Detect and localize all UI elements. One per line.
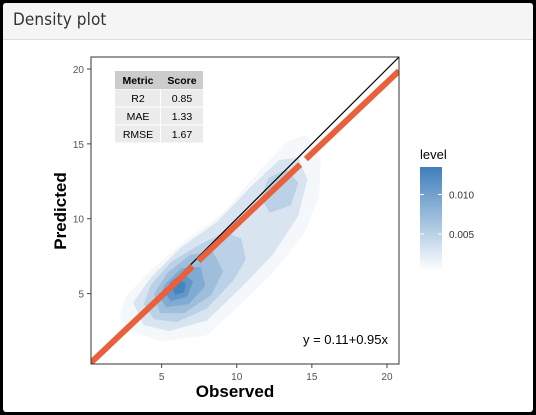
legend-colorbar <box>420 167 442 271</box>
panel-header: Density plot <box>3 3 533 40</box>
x-tick-label: 5 <box>159 372 165 383</box>
metrics-header-text: Score <box>167 75 196 87</box>
metrics-table: Metric Score R2 0.85 MAE 1.33 RMSE 1.67 <box>115 71 203 143</box>
density-level-3 <box>260 169 299 213</box>
y-tick-label: 20 <box>73 65 85 76</box>
y-axis-label: Predicted <box>51 172 70 249</box>
plot-border <box>90 56 400 365</box>
y-tick-label: 15 <box>73 140 85 151</box>
metrics-cell-text: MAE <box>127 111 150 123</box>
y-tick-label: 5 <box>78 290 84 301</box>
metrics-cell-text: 1.33 <box>172 111 193 123</box>
metrics-cell <box>161 107 203 125</box>
legend-tick-label: 0.010 <box>449 191 474 202</box>
legend-title: level <box>420 147 447 162</box>
metrics-cell-text: 1.67 <box>172 129 193 141</box>
fit-equation: y = 0.11+0.95x <box>303 332 389 347</box>
metrics-cell-text: R2 <box>131 93 145 105</box>
lines <box>91 57 399 364</box>
metrics-header-text: Metric <box>123 75 154 87</box>
metrics-cell <box>161 89 203 107</box>
metrics-cell <box>115 89 160 107</box>
panel-title: Density plot <box>13 10 107 30</box>
fit-line <box>91 68 399 364</box>
y-tick-label: 10 <box>73 215 85 226</box>
x-axis-label: Observed <box>196 382 274 401</box>
metrics-cell <box>161 125 203 143</box>
metrics-cell-text: 0.85 <box>172 93 193 105</box>
x-tick-label: 15 <box>306 372 318 383</box>
metrics-header-cell <box>115 71 161 89</box>
x-tick-label: 10 <box>231 372 243 383</box>
legend-tick-label: 0.005 <box>449 230 474 241</box>
metrics-cell-text: RMSE <box>123 129 153 141</box>
metrics-header-cell <box>161 71 203 89</box>
x-tick-label: 20 <box>381 372 393 383</box>
metrics-cell <box>115 107 160 125</box>
metrics-cell <box>115 125 160 143</box>
